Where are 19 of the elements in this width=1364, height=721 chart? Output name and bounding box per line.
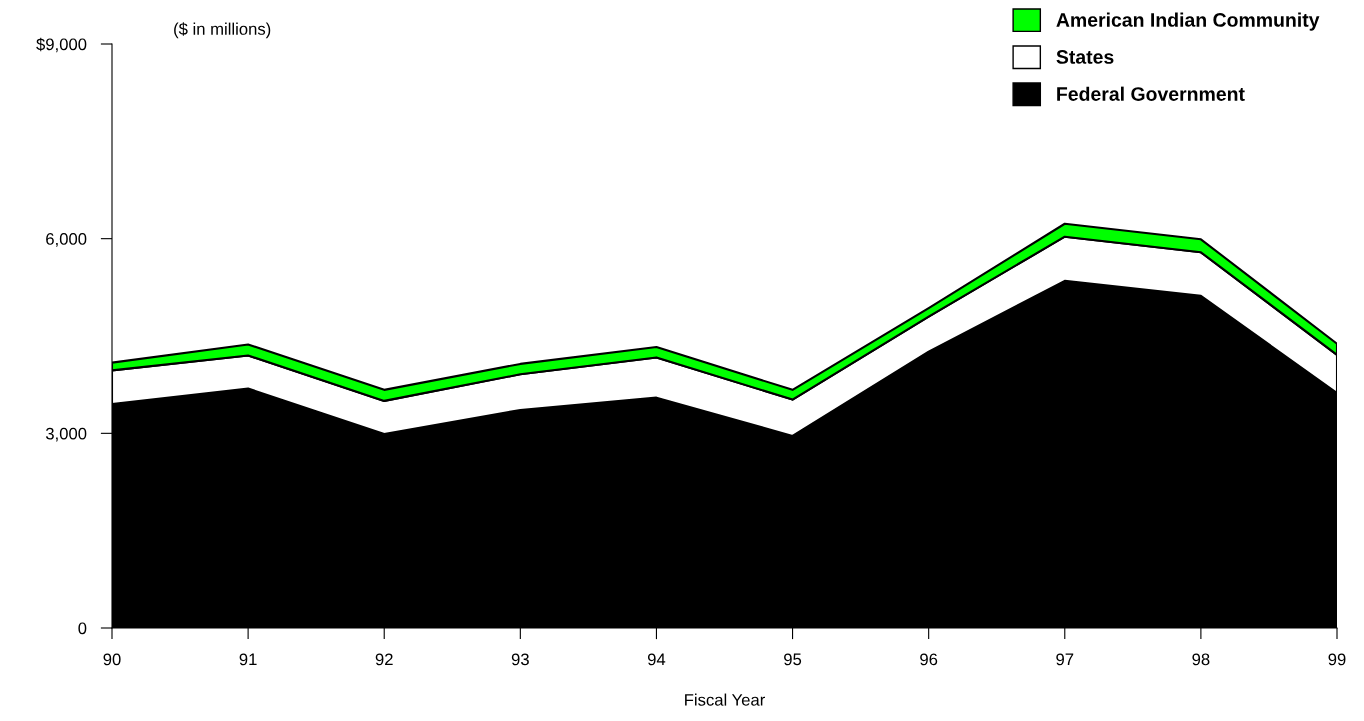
x-tick-label: 92 xyxy=(375,653,393,666)
x-tick-label: 91 xyxy=(239,653,257,666)
x-tick-label: 98 xyxy=(1192,653,1210,666)
x-tick-label: 93 xyxy=(511,653,529,666)
x-tick-label: 96 xyxy=(920,653,938,666)
x-tick-label: 97 xyxy=(1056,653,1074,666)
x-tick-label: 99 xyxy=(1328,653,1346,666)
y-tick-label: $9,000 xyxy=(36,37,87,53)
y-tick-label: 0 xyxy=(78,622,87,635)
y-axis-title: ($ in millions) xyxy=(174,22,271,39)
x-tick-label: 94 xyxy=(647,653,666,666)
x-axis-title: Fiscal Year xyxy=(685,693,765,706)
legend-label: Federal Government xyxy=(1057,86,1245,101)
y-tick-label: 3,000 xyxy=(45,427,87,442)
x-tick-label: 95 xyxy=(784,653,802,666)
y-tick-label: 6,000 xyxy=(46,233,87,247)
x-tick-label: 90 xyxy=(103,653,121,666)
legend-label: American Indian Community xyxy=(1056,12,1320,31)
legend-label: States xyxy=(1056,50,1114,64)
